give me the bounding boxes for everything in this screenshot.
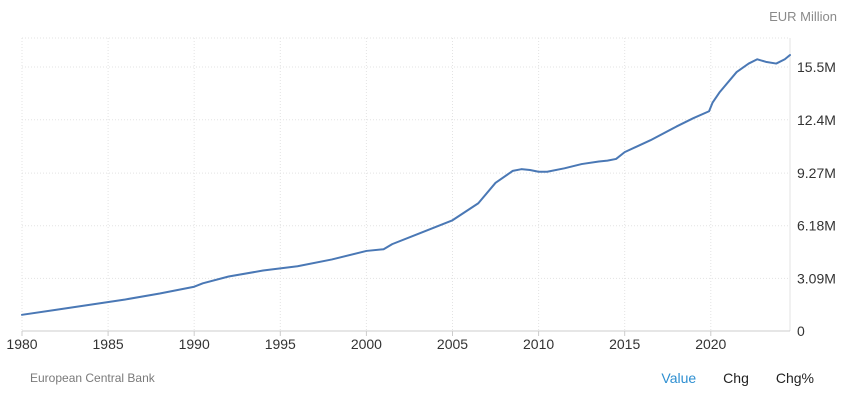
x-tick-labels: 1980 1985 1990 1995 2000 2005 2010 2015 2020 [6, 336, 726, 352]
y-tick-label: 9.27M [797, 165, 836, 181]
x-tick-label: 2000 [351, 336, 382, 352]
x-tick-label: 1980 [6, 336, 37, 352]
y-tick-label: 15.5M [797, 59, 836, 75]
x-tick-label: 1985 [93, 336, 124, 352]
x-tick-label: 2005 [437, 336, 468, 352]
axes [21, 38, 791, 336]
y-tick-labels: 0 3.09M 6.18M 9.27M 12.4M 15.5M [797, 59, 836, 339]
x-tick-label: 2020 [695, 336, 726, 352]
x-tick-label: 1995 [265, 336, 296, 352]
x-tick-label: 2010 [523, 336, 554, 352]
y-tick-label: 0 [797, 323, 805, 339]
tab-chg-pct[interactable]: Chg% [775, 370, 814, 386]
tab-chg[interactable]: Chg [723, 370, 749, 386]
series-line-0 [21, 54, 791, 316]
unit-label: EUR Million [769, 9, 837, 24]
x-tick-label: 2015 [609, 336, 640, 352]
source-label: European Central Bank [30, 371, 155, 385]
series [21, 54, 791, 316]
y-tick-label: 12.4M [797, 112, 836, 128]
y-tick-label: 3.09M [797, 270, 836, 286]
metric-tabs: Value Chg Chg% [634, 370, 814, 386]
y-tick-label: 6.18M [797, 218, 836, 234]
grid [21, 37, 790, 331]
tab-value[interactable]: Value [661, 370, 697, 386]
x-tick-label: 1990 [179, 336, 210, 352]
